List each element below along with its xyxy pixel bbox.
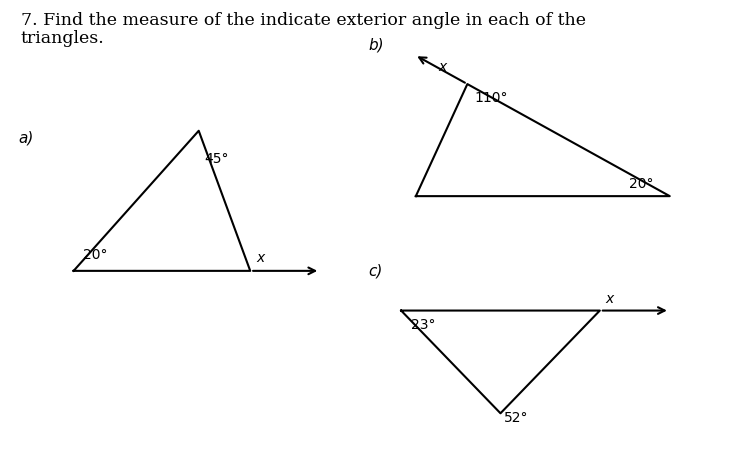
Text: a): a): [18, 131, 34, 146]
Text: x: x: [606, 292, 614, 306]
Text: b): b): [368, 37, 383, 52]
Text: 23°: 23°: [411, 318, 435, 332]
Text: c): c): [368, 264, 383, 279]
Text: 110°: 110°: [475, 91, 509, 105]
Text: 20°: 20°: [83, 248, 107, 262]
Text: x: x: [256, 251, 264, 265]
Text: x: x: [439, 60, 447, 74]
Text: triangles.: triangles.: [21, 30, 105, 47]
Text: 52°: 52°: [504, 411, 528, 425]
Text: 20°: 20°: [629, 177, 654, 191]
Text: 45°: 45°: [205, 152, 229, 166]
Text: 7. Find the measure of the indicate exterior angle in each of the: 7. Find the measure of the indicate exte…: [21, 12, 586, 28]
